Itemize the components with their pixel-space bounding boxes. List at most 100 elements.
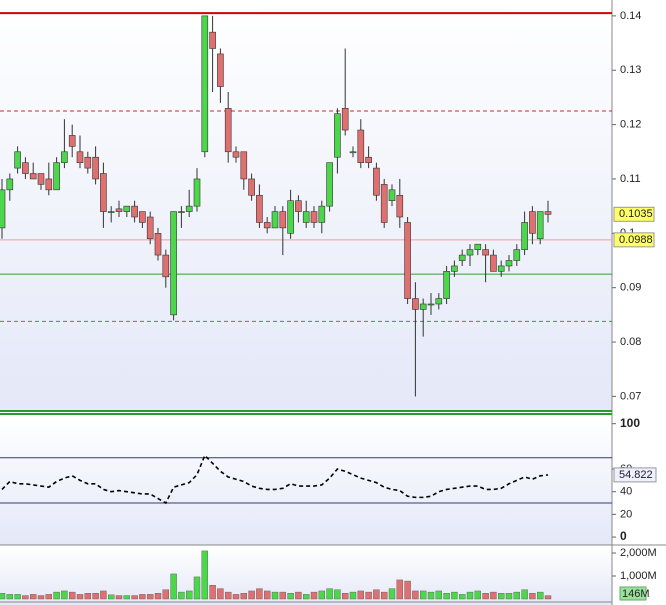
volume-bar: [14, 594, 21, 600]
candle-body: [302, 211, 310, 223]
volume-bar: [264, 590, 271, 600]
candle-body: [131, 205, 138, 218]
volume-bar: [544, 595, 552, 600]
candle-body: [240, 151, 248, 180]
candle-body: [100, 173, 107, 212]
volume-bar: [30, 594, 37, 600]
candle-body: [201, 15, 209, 153]
candle-body: [170, 211, 177, 316]
volume-bar: [248, 590, 255, 600]
volume-bar: [115, 595, 123, 600]
volume-bar: [185, 590, 193, 600]
y-tick-label: 0.08: [620, 336, 641, 348]
candle-body: [458, 254, 466, 261]
volume-bar: [92, 593, 99, 600]
candle-body: [61, 151, 68, 163]
volume-bar: [139, 594, 146, 600]
candle-body: [318, 205, 326, 223]
candle-body: [334, 113, 341, 158]
y-tick-label: 0.09: [620, 282, 641, 294]
y-tick-label: 0: [620, 529, 627, 543]
volume-bar: [404, 580, 411, 600]
candle-body: [92, 156, 99, 180]
candle-body: [248, 178, 255, 196]
volume-bar: [482, 593, 489, 600]
candle-body: [68, 135, 76, 147]
candle-body: [295, 200, 302, 212]
candle-body: [45, 178, 53, 191]
last-value-label: 54.822: [619, 469, 653, 481]
volume-bar: [412, 590, 419, 600]
candle-body: [123, 205, 131, 212]
volume-bar: [349, 591, 357, 600]
volume-bar: [303, 594, 310, 600]
volume-bar: [279, 591, 286, 600]
candle-body: [497, 265, 505, 272]
volume-bar: [474, 590, 481, 600]
rsi-panel: [0, 418, 612, 545]
candle-body: [419, 303, 427, 310]
last-price-box: [613, 206, 655, 222]
y-tick-label: 20: [620, 508, 632, 520]
candle-body: [6, 178, 14, 191]
volume-bar: [224, 591, 232, 600]
volume-bar: [256, 588, 263, 600]
candle-body: [22, 162, 29, 174]
volume-bar: [170, 573, 177, 600]
candle-body: [107, 211, 115, 213]
candle-body: [84, 156, 92, 169]
candle-body: [521, 222, 528, 250]
volume-bar: [310, 591, 318, 600]
candle-body: [380, 184, 388, 223]
volume-bar: [209, 584, 216, 600]
candle-body: [232, 151, 240, 158]
candle-body: [0, 189, 6, 229]
candle-body: [53, 162, 60, 191]
candle-body: [279, 211, 287, 229]
volume-bar: [357, 590, 364, 600]
candle-body: [536, 211, 544, 240]
volume-bar: [529, 593, 536, 600]
candle-body: [256, 194, 263, 223]
last-value-label: 146M: [622, 588, 650, 600]
volume-bar: [84, 593, 92, 600]
candle-body: [263, 222, 271, 229]
volume-bar: [217, 588, 224, 600]
y-tick-label: 2,000M: [620, 547, 657, 559]
volume-bar: [318, 590, 325, 600]
volume-bar: [435, 590, 442, 600]
volume-bar: [388, 588, 396, 600]
candle-body: [373, 167, 380, 196]
volume-bar: [365, 591, 372, 600]
volume-bar: [287, 593, 294, 600]
volume-bar: [240, 593, 248, 600]
y-tick-label: 0.11: [620, 173, 641, 185]
volume-bar: [53, 591, 60, 600]
volume-bar: [373, 589, 380, 600]
volume-bar: [22, 595, 29, 600]
volume-bar: [466, 591, 474, 600]
candle-body: [505, 260, 513, 267]
candle-body: [357, 129, 365, 163]
volume-bar: [76, 594, 84, 600]
volume-bar: [154, 593, 162, 600]
candle-body: [529, 211, 536, 234]
price-label-box: [613, 232, 655, 248]
volume-bar: [381, 591, 388, 600]
volume-bar: [537, 591, 544, 600]
candle-body: [271, 211, 279, 229]
rsi-line: [1, 453, 549, 505]
volume-bar: [146, 594, 154, 600]
candle-body: [388, 189, 396, 202]
candle-body: [451, 265, 458, 272]
volume-bar: [451, 591, 458, 600]
volume-bar: [68, 591, 76, 600]
candle-body: [544, 211, 552, 215]
candle-body: [162, 254, 170, 278]
candle-body: [396, 194, 404, 218]
volume-bar: [490, 591, 497, 600]
candle-body: [224, 107, 232, 153]
candle-body: [443, 271, 450, 299]
volume-bar: [45, 594, 52, 600]
candle-body: [287, 200, 294, 234]
